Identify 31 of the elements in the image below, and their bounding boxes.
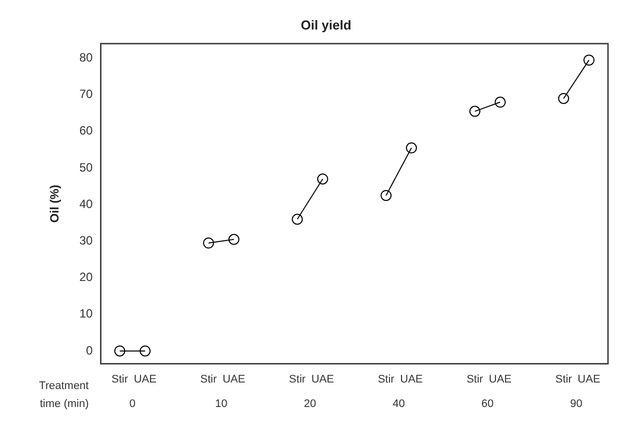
y-tick-label: 0 bbox=[86, 343, 94, 358]
text: 0 bbox=[129, 398, 136, 410]
y-tick-label: 70 bbox=[79, 87, 94, 102]
text: 60 bbox=[481, 398, 494, 410]
chart-title: Oil yield bbox=[300, 17, 352, 32]
y-axis-title: Oil (%) bbox=[48, 184, 62, 223]
y-tick-label: 50 bbox=[79, 160, 94, 174]
x-tick-label: Stir bbox=[200, 373, 218, 386]
text: Treatment bbox=[39, 380, 89, 392]
y-tick-label: 40 bbox=[79, 196, 94, 211]
x-tick-label: UAE bbox=[400, 373, 423, 386]
x-tick-label: UAE bbox=[311, 373, 334, 386]
x-tick-label: UAE bbox=[488, 373, 512, 386]
x-tick-label: UAE bbox=[578, 373, 600, 386]
text: 90 bbox=[570, 398, 582, 410]
text: time (min) bbox=[40, 398, 89, 410]
y-tick-label: 20 bbox=[79, 270, 94, 284]
x-tick-label: UAE bbox=[134, 373, 156, 386]
x-tick-label: UAE bbox=[222, 373, 246, 386]
x-tick-label: Stir bbox=[555, 373, 572, 386]
x-tick-label: Stir bbox=[466, 373, 484, 386]
x-tick-label: Stir bbox=[112, 373, 128, 386]
y-tick-label: 60 bbox=[79, 124, 94, 138]
y-tick-label: 30 bbox=[79, 234, 94, 248]
y-tick-label: 80 bbox=[79, 50, 94, 65]
text: 40 bbox=[392, 398, 405, 410]
text: 10 bbox=[215, 398, 228, 410]
y-tick-label: 10 bbox=[79, 306, 94, 321]
text: 20 bbox=[304, 398, 316, 410]
x-tick-label: Stir bbox=[289, 373, 306, 386]
x-tick-label: Stir bbox=[378, 373, 395, 386]
